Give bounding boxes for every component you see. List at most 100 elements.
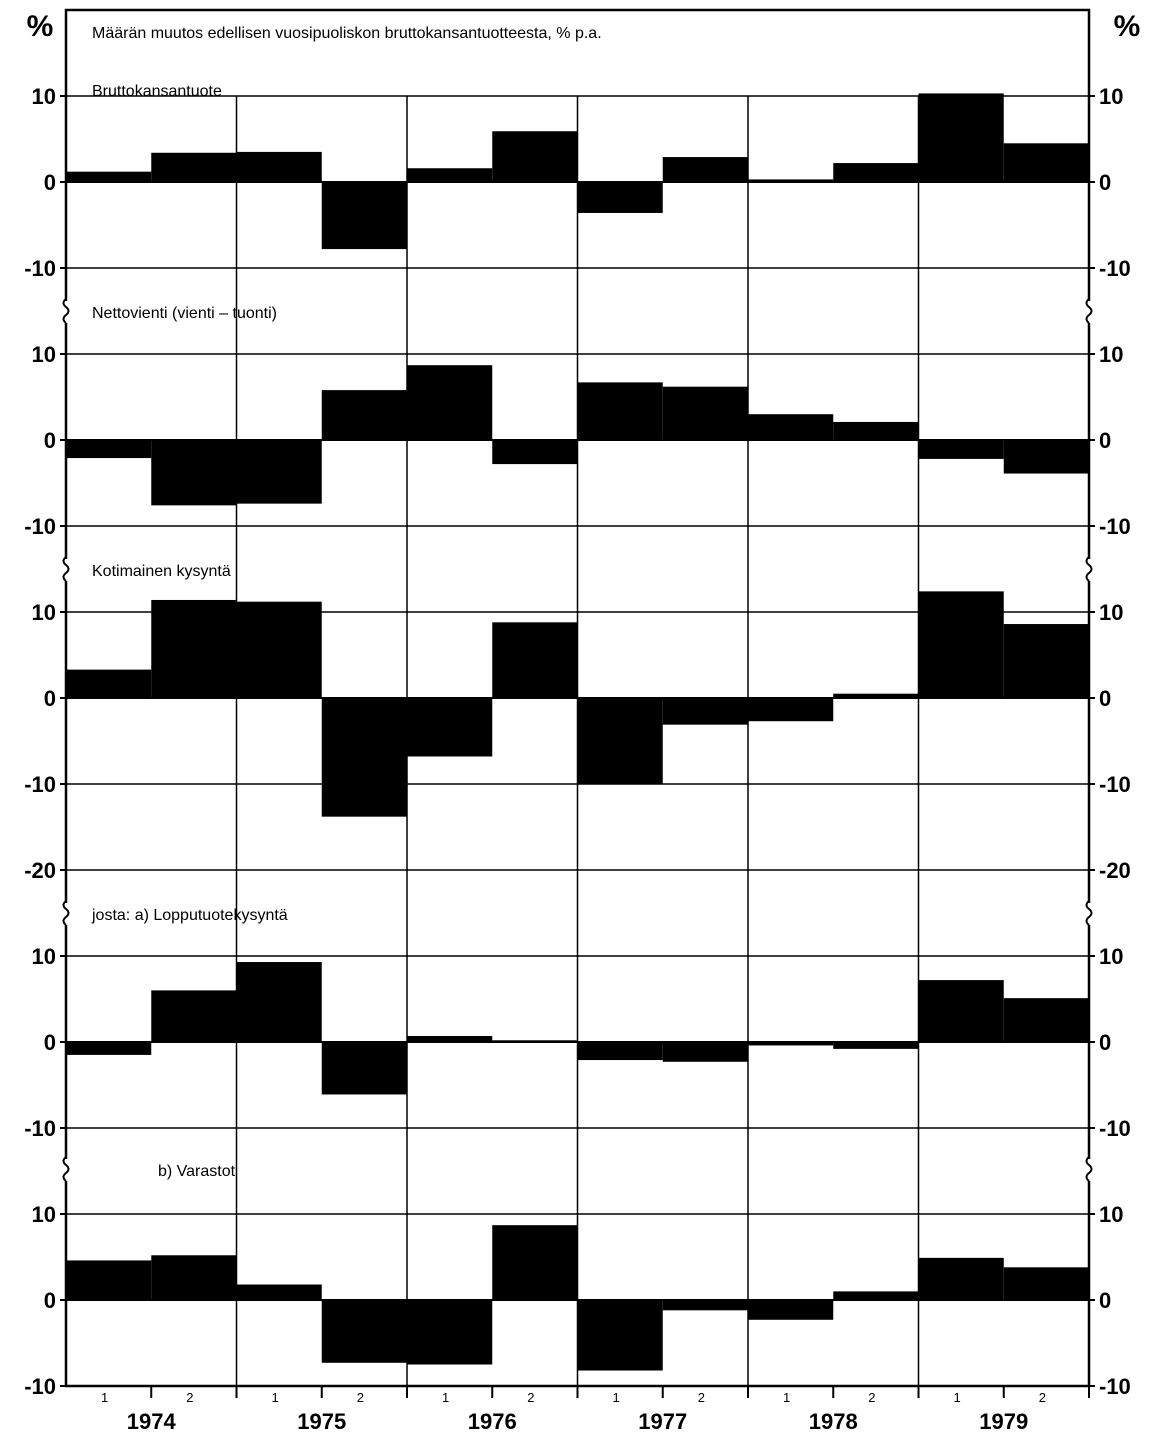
year-label: 1974	[127, 1409, 177, 1434]
half-year-label: 1	[783, 1390, 790, 1405]
axis-break-gap	[61, 559, 71, 581]
axis-break-mark	[1085, 1156, 1093, 1182]
year-label: 1979	[979, 1409, 1028, 1434]
panel-2: 10 10 0 0 -10 -10 Nettovienti (vienti – tuonti…	[24, 305, 1131, 539]
half-year-label: 1	[613, 1390, 620, 1405]
y-tick-label-left: 0	[44, 1030, 56, 1055]
y-tick-label-left: 0	[44, 1288, 56, 1313]
bar	[236, 1284, 322, 1300]
bar	[748, 1300, 834, 1320]
bar	[662, 386, 748, 440]
bar	[1003, 440, 1089, 474]
panel-1: 10 10 0 0 -10 -10 Bruttokansantuote	[24, 83, 1131, 281]
y-tick-label-right: 0	[1099, 1030, 1111, 1055]
bar	[577, 698, 663, 784]
y-tick-label-right: -20	[1099, 858, 1131, 883]
y-tick-label-left: -10	[24, 256, 56, 281]
y-tick-label-left: 10	[32, 600, 56, 625]
bar	[1003, 1267, 1089, 1300]
bar	[492, 440, 578, 465]
year-label: 1975	[297, 1409, 346, 1434]
y-tick-label-right: 10	[1099, 84, 1123, 109]
axis-break-mark	[1085, 900, 1093, 926]
axis-break-mark	[62, 900, 70, 926]
panel-title: Nettovienti (vienti – tuonti)	[92, 305, 277, 322]
half-year-label: 2	[1039, 1390, 1046, 1405]
bar	[662, 1042, 748, 1062]
bar	[151, 990, 237, 1042]
bar	[1003, 998, 1089, 1042]
y-tick-label-left: -10	[24, 1116, 56, 1141]
bar	[321, 182, 407, 250]
bar	[321, 698, 407, 817]
bar	[407, 698, 493, 757]
y-tick-label-right: -10	[1099, 514, 1131, 539]
year-label: 1977	[638, 1409, 687, 1434]
half-year-label: 1	[272, 1390, 279, 1405]
y-tick-label-left: 10	[32, 1202, 56, 1227]
half-year-label: 2	[357, 1390, 364, 1405]
bar	[151, 440, 237, 506]
y-tick-label-left: 0	[44, 170, 56, 195]
bar	[236, 151, 322, 182]
bar	[236, 601, 322, 698]
y-tick-label-left: -20	[24, 858, 56, 883]
year-label: 1976	[468, 1409, 517, 1434]
bar	[321, 390, 407, 440]
bar	[66, 1042, 152, 1055]
y-tick-label-right: 0	[1099, 428, 1111, 453]
bar	[918, 440, 1004, 459]
panel-title: Kotimainen kysyntä	[92, 563, 231, 580]
bar	[748, 414, 834, 440]
panel-title: josta: a) Lopputuotekysyntä	[91, 907, 288, 924]
bar	[66, 669, 152, 698]
axis-break-gap	[61, 301, 71, 323]
y-tick-label-left: -10	[24, 1374, 56, 1399]
bar	[321, 1042, 407, 1095]
bar	[492, 622, 578, 698]
panel-4: 10 10 0 0 -10 -10 josta: a) Lopputuotekysyntä	[24, 907, 1131, 1141]
half-year-label: 2	[186, 1390, 193, 1405]
y-tick-label-right: -10	[1099, 256, 1131, 281]
bar	[662, 1300, 748, 1311]
axis-break-gap	[1084, 301, 1094, 323]
half-year-label: 1	[954, 1390, 961, 1405]
panel-title: b) Varastot	[158, 1163, 236, 1180]
panel-3: 10 10 0 0 -10 -10 -20 -20 Kotimainen kysyntä	[24, 563, 1131, 883]
half-year-label: 1	[442, 1390, 449, 1405]
bar	[833, 421, 919, 440]
y-tick-label-right: 10	[1099, 944, 1123, 969]
bar	[236, 440, 322, 504]
bar	[833, 163, 919, 182]
axis-break-mark	[62, 298, 70, 324]
axis-break-gap	[1084, 1159, 1094, 1181]
y-tick-label-left: 0	[44, 428, 56, 453]
bar	[492, 1225, 578, 1300]
bar	[748, 1042, 834, 1046]
half-year-label: 1	[101, 1390, 108, 1405]
bar	[577, 182, 663, 213]
axis-break-gap	[1084, 903, 1094, 925]
y-tick-label-right: -10	[1099, 1116, 1131, 1141]
y-tick-label-right: 0	[1099, 686, 1111, 711]
y-tick-label-left: 10	[32, 342, 56, 367]
axis-break-gap	[61, 1159, 71, 1181]
bar	[748, 698, 834, 722]
panel-title: Bruttokansantuote	[92, 83, 222, 100]
bar	[66, 171, 152, 182]
axis-break-gap	[61, 903, 71, 925]
bar	[66, 1260, 152, 1300]
axis-break-mark	[62, 556, 70, 582]
bar	[407, 1035, 493, 1042]
bar	[151, 1255, 237, 1300]
bar	[407, 168, 493, 182]
bar	[151, 152, 237, 182]
bar	[918, 1257, 1004, 1300]
bar	[492, 131, 578, 182]
bar	[66, 440, 152, 459]
axis-break-mark	[62, 1156, 70, 1182]
unit-label-left: %	[27, 10, 54, 43]
half-year-label: 2	[527, 1390, 534, 1405]
y-tick-label-right: 0	[1099, 1288, 1111, 1313]
